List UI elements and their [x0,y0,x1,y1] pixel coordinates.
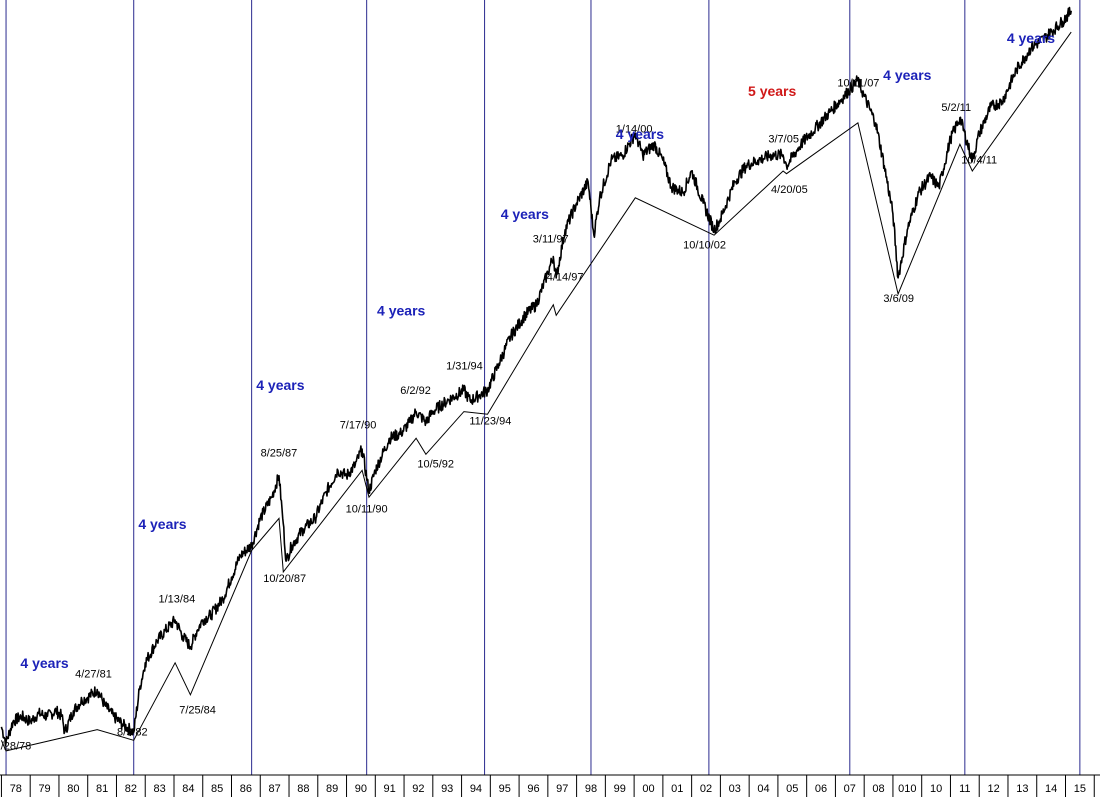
x-tick-label: 84 [182,783,194,795]
cycle-duration-label: 4 years [377,302,425,318]
x-tick-label: 97 [556,783,568,795]
date-annotation: 2/28/78 [0,740,31,752]
x-tick-label: 02 [700,783,712,795]
trendline-series [0,31,1072,752]
cycle-duration-label: 4 years [616,126,664,142]
x-tick-label: 80 [67,783,79,795]
price-layer [0,6,1072,747]
x-tick-label: 04 [757,783,769,795]
x-tick-label: 06 [815,783,827,795]
cycle-duration-label: 4 years [1007,30,1055,46]
cycle-duration-label: 4 years [20,655,68,671]
date-annotation: 4/27/81 [75,669,112,681]
x-tick-label: 82 [125,783,137,795]
cycle-duration-label: 4 years [883,67,931,83]
x-tick-label: 94 [470,783,482,795]
cycle-duration-label: 4 years [256,377,304,393]
x-tick-label: 88 [297,783,309,795]
x-tick-label: 91 [384,783,396,795]
x-tick-label: 01 [671,783,683,795]
date-annotation: 8/9/82 [117,726,148,738]
x-tick-label: 85 [211,783,223,795]
x-tick-label: 96 [527,783,539,795]
x-tick-label: 15 [1074,783,1086,795]
x-tick-label: 010 [898,783,916,795]
annotation-layer: 2/28/78 4/27/81 8/9/82 1/13/84 7/25/84 8/25/8… [0,78,997,753]
x-tick-label: 86 [240,783,252,795]
trendline-layer [0,31,1072,752]
x-tick-label: 89 [326,783,338,795]
x-tick-label: 90 [355,783,367,795]
date-annotation: 4/14/97 [547,272,584,284]
date-annotation: 10/20/87 [263,573,306,585]
x-tick-label: 08 [872,783,884,795]
cycle-duration-label: 5 years [748,83,796,99]
date-annotation: 6/2/92 [400,385,431,397]
x-tick-label: 81 [96,783,108,795]
date-annotation: 1/13/84 [159,593,196,605]
x-tick-label: 10 [930,783,942,795]
date-annotation: 1/31/94 [446,360,483,372]
x-tick-label: 13 [1016,783,1028,795]
date-annotation: 10/4/11 [961,155,997,167]
x-tick-label: 92 [412,783,424,795]
date-annotation: 10/11/07 [837,78,879,90]
x-tick-label: 87 [269,783,281,795]
x-tick-label: 78 [10,783,22,795]
price-series [0,6,1072,747]
date-annotation: 10/5/92 [417,459,454,471]
x-tick-label: 03 [729,783,741,795]
date-annotation: 7/25/84 [179,705,216,717]
date-annotation: 11/23/94 [469,415,511,427]
date-annotation: 7/17/90 [340,420,377,432]
cycle-label-layer: 4 years 4 years 4 years 4 years 4 years 4 yea… [20,30,1055,671]
date-annotation: 3/11/97 [533,234,569,246]
date-annotation: 5/2/11 [941,102,971,114]
x-tick-label: 00 [642,783,654,795]
x-tick-label: 14 [1045,783,1057,795]
cycle-lines-layer [5,0,1081,775]
date-annotation: 3/6/09 [883,293,914,305]
x-tick-label: 93 [441,783,453,795]
date-annotation: 10/11/90 [346,504,388,516]
date-annotation: 3/7/05 [768,134,799,146]
x-tick-label: 79 [38,783,50,795]
x-tick-label: 95 [499,783,511,795]
x-tick-label: 05 [786,783,798,795]
date-annotation: 1/14/00 [616,124,653,136]
cycle-duration-label: 4 years [501,206,549,222]
x-tick-label: 11 [959,783,970,795]
cycle-duration-label: 4 years [138,516,186,532]
x-tick-label: 12 [987,783,999,795]
date-annotation: 8/25/87 [261,447,298,459]
x-tick-label: 07 [844,783,856,795]
x-tick-label: 83 [153,783,165,795]
date-annotation: 10/10/02 [683,240,726,252]
x-tick-label: 98 [585,783,597,795]
x-tick-label: 99 [614,783,626,795]
date-annotation: 4/20/05 [771,184,808,196]
x-axis: 78 79 80 81 82 83 84 85 86 87 88 89 90 91 92 93 94 95 96 97… [0,774,1100,797]
